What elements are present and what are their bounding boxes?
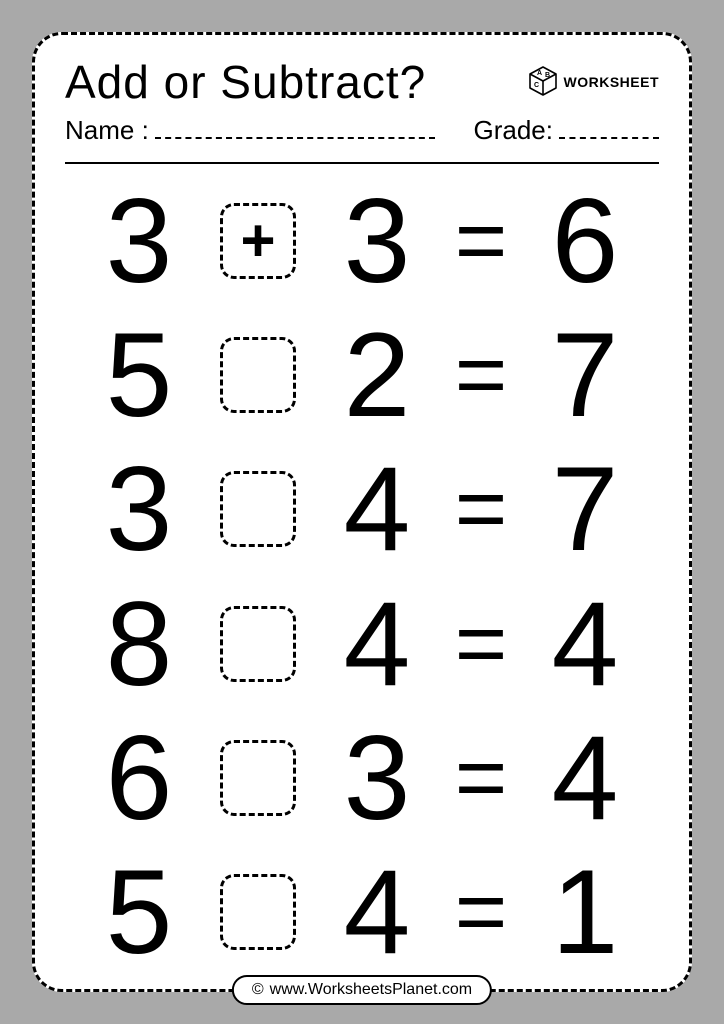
problem-row: 3 +3 = 6 xyxy=(65,181,659,301)
operand-b: 3 xyxy=(344,718,411,838)
problem-row: 5 4 = 1 xyxy=(65,852,659,972)
operator-box[interactable] xyxy=(220,337,296,413)
equals-sign: = xyxy=(455,464,508,554)
operand-a: 5 xyxy=(106,315,173,435)
operand-b: 2 xyxy=(344,315,411,435)
worksheet-logo: A B C WORKSHEET xyxy=(526,65,660,99)
logo-text: WORKSHEET xyxy=(564,74,660,90)
equals-sign: = xyxy=(455,196,508,286)
header-row: Add or Subtract? A B C WORKSHEET xyxy=(65,55,659,109)
result: 7 xyxy=(552,315,619,435)
name-field: Name : xyxy=(65,115,435,146)
equals-sign: = xyxy=(455,599,508,689)
operator-box[interactable] xyxy=(220,874,296,950)
svg-text:B: B xyxy=(545,72,550,79)
operator-box[interactable] xyxy=(220,740,296,816)
problem-row: 6 3 = 4 xyxy=(65,718,659,838)
name-input-line[interactable] xyxy=(155,117,435,139)
grade-input-line[interactable] xyxy=(559,117,659,139)
operand-b: 3 xyxy=(344,181,411,301)
operand-a: 6 xyxy=(106,718,173,838)
problem-row: 8 4 = 4 xyxy=(65,584,659,704)
abc-cube-icon: A B C xyxy=(526,65,560,99)
operand-b: 4 xyxy=(344,449,411,569)
result: 7 xyxy=(552,449,619,569)
operand-a: 8 xyxy=(106,584,173,704)
problem-row: 5 2 = 7 xyxy=(65,315,659,435)
operand-b: 4 xyxy=(344,584,411,704)
grade-label: Grade: xyxy=(474,115,554,146)
result: 6 xyxy=(552,181,619,301)
operand-a: 5 xyxy=(106,852,173,972)
svg-text:C: C xyxy=(534,82,539,89)
equals-sign: = xyxy=(455,867,508,957)
divider xyxy=(65,162,659,164)
result: 1 xyxy=(552,852,619,972)
fields-row: Name : Grade: xyxy=(65,115,659,146)
result: 4 xyxy=(552,718,619,838)
equals-sign: = xyxy=(455,733,508,823)
footer-attribution: © www.WorksheetsPlanet.com xyxy=(232,975,492,1005)
footer-url: www.WorksheetsPlanet.com xyxy=(270,981,472,999)
operand-a: 3 xyxy=(106,181,173,301)
copyright-symbol: © xyxy=(252,981,264,999)
operator-box[interactable]: + xyxy=(220,203,296,279)
operator-box[interactable] xyxy=(220,471,296,547)
result: 4 xyxy=(552,584,619,704)
svg-text:A: A xyxy=(537,70,542,77)
worksheet-title: Add or Subtract? xyxy=(65,55,426,109)
problems-list: 3 +3 = 6 5 2 = 7 3 4 = 7 8 4 = 4 6 3 = 4 5 4 = 1 xyxy=(65,174,659,979)
operator-box[interactable] xyxy=(220,606,296,682)
name-label: Name : xyxy=(65,115,149,146)
operand-b: 4 xyxy=(344,852,411,972)
worksheet-page: Add or Subtract? A B C WORKSHEET Name : … xyxy=(32,32,692,992)
problem-row: 3 4 = 7 xyxy=(65,449,659,569)
equals-sign: = xyxy=(455,330,508,420)
operand-a: 3 xyxy=(106,449,173,569)
grade-field: Grade: xyxy=(474,115,660,146)
